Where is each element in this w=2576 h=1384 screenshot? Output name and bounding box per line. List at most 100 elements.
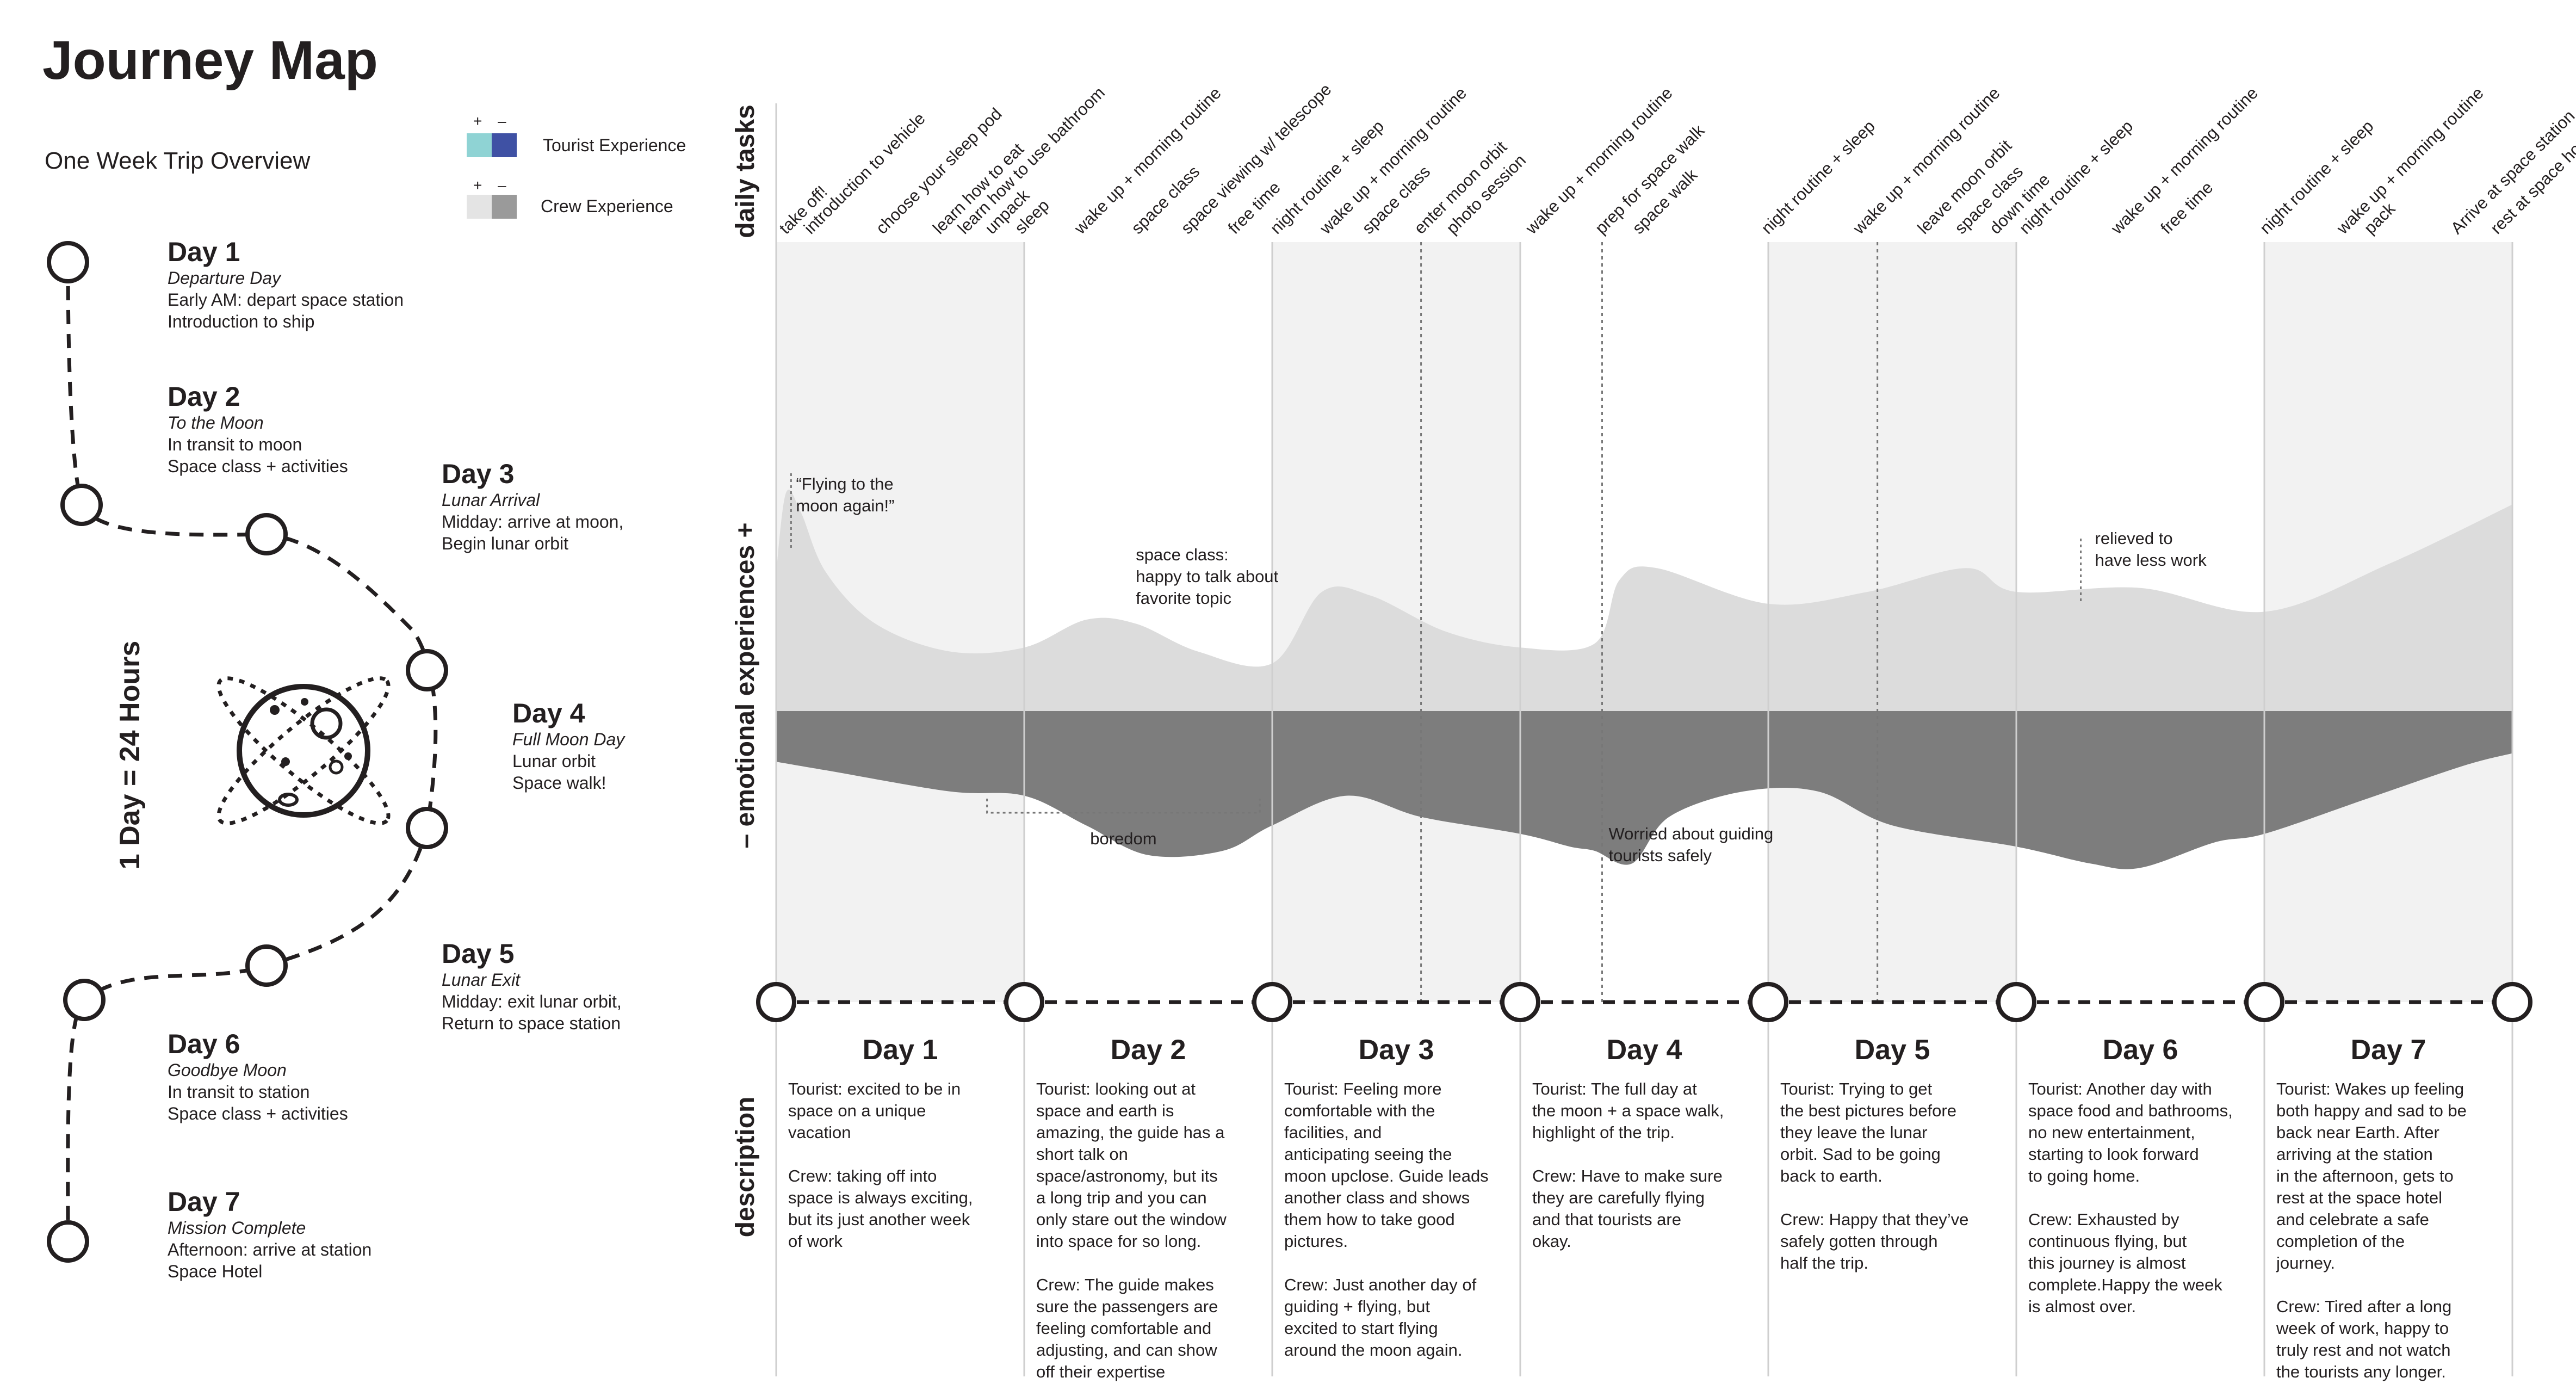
timeline-day-line: In transit to moon <box>168 435 302 454</box>
timeline-day-3: Day 3 Lunar Arrival Midday: arrive at mo… <box>442 459 623 553</box>
legend-minus-sign: – <box>498 177 506 194</box>
emotion-chart <box>776 489 2512 869</box>
description-day-title: Day 7 <box>2351 1034 2426 1066</box>
legend: + – Tourist Experience + – Crew Experien… <box>467 113 686 219</box>
legend-tourist-label: Tourist Experience <box>543 135 686 155</box>
timeline-day-line: Midday: arrive at moon, <box>442 512 623 532</box>
daily-task-label: introduction to vehicle <box>800 109 929 238</box>
description-body: Tourist: Feeling more comfortable with th… <box>1284 1079 1489 1360</box>
timeline-day-line: Early AM: depart space station <box>168 290 404 310</box>
annotation-worried: Worried about guiding tourists safely <box>1608 824 1773 865</box>
timeline-day-line: Space walk! <box>512 773 606 793</box>
timeline-day-title: Day 3 <box>442 459 514 489</box>
timeline-node-day2 <box>60 484 103 526</box>
timeline-day-line: In transit to station <box>168 1082 309 1102</box>
day-axis-node <box>1252 982 1292 1022</box>
timeline-day-line: Space class + activities <box>168 1104 348 1123</box>
timeline-day-line: Lunar orbit <box>512 751 596 771</box>
timeline-day-line: Begin lunar orbit <box>442 534 568 553</box>
timeline-day-name: Full Moon Day <box>512 730 626 749</box>
timeline-node-day5 <box>406 807 448 849</box>
annotation-boredom: boredom <box>1090 829 1156 848</box>
chart-gridlines <box>775 103 2513 1376</box>
timeline-day-6: Day 6 Goodbye Moon In transit to station… <box>168 1029 348 1123</box>
description-day-title: Day 5 <box>1855 1034 1930 1066</box>
description-body: Tourist: The full day at the moon + a spa… <box>1532 1079 1724 1251</box>
day-axis-node <box>1748 982 1788 1022</box>
chart-annotations: “Flying to the moon again!” space class: ha… <box>790 473 2207 865</box>
moon-orbit-icon <box>216 676 391 825</box>
annotation-flying-to-moon: “Flying to the moon again!” <box>796 474 894 515</box>
timeline-day-title: Day 2 <box>168 381 240 412</box>
page-title: Journey Map <box>42 30 378 91</box>
day-column-background <box>1024 242 1272 1002</box>
description-body: Tourist: Trying to get the best pictures … <box>1780 1079 1968 1272</box>
timeline-node-day3 <box>245 513 288 555</box>
legend-crew-minus-swatch <box>492 195 517 219</box>
row-label-emotions: – emotional experiences + <box>731 523 760 849</box>
timeline-day-name: To the Moon <box>168 413 264 432</box>
day-axis-node <box>2244 982 2284 1022</box>
description-day-title: Day 4 <box>1607 1034 1682 1066</box>
legend-tourist-minus-swatch <box>492 133 517 157</box>
description-day-title: Day 3 <box>1359 1034 1434 1066</box>
timeline-day-title: Day 7 <box>168 1187 240 1217</box>
timeline-node-day6b <box>63 979 106 1021</box>
timeline-day-line: Introduction to ship <box>168 312 314 331</box>
row-label-description: description <box>731 1097 760 1238</box>
day-timeline-axis <box>756 982 2532 1022</box>
day-axis-node <box>1500 982 1540 1022</box>
day-axis-node <box>1004 982 1044 1022</box>
row-label-tasks: daily tasks <box>731 104 760 238</box>
description-day-title: Day 2 <box>1111 1034 1186 1066</box>
description-day-title: Day 6 <box>2103 1034 2178 1066</box>
timeline-node-day6 <box>245 944 288 987</box>
legend-crew-label: Crew Experience <box>541 196 673 216</box>
timeline-day-name: Mission Complete <box>168 1218 306 1238</box>
timeline-day-line: Space Hotel <box>168 1262 262 1281</box>
timeline-day-4: Day 4 Full Moon Day Lunar orbit Space wa… <box>512 698 626 793</box>
timeline-node-day4 <box>406 649 448 691</box>
legend-tourist-plus-swatch <box>467 133 492 157</box>
legend-plus-sign: + <box>473 113 482 129</box>
timeline-day-name: Lunar Exit <box>442 970 521 990</box>
day-axis-node <box>1996 982 2036 1022</box>
crew-experience-area <box>776 724 2512 869</box>
timeline-day-line: Space class + activities <box>168 456 348 476</box>
page-subtitle: One Week Trip Overview <box>45 147 310 174</box>
timeline-day-line: Afternoon: arrive at station <box>168 1240 371 1259</box>
timeline-day-title: Day 1 <box>168 237 240 267</box>
timeline-day-1: Day 1 Departure Day Early AM: depart spa… <box>168 237 404 331</box>
timeline-day-title: Day 5 <box>442 938 514 969</box>
neutral-band <box>776 711 2512 724</box>
timeline-node-day1 <box>47 241 89 283</box>
timeline-day-line: Midday: exit lunar orbit, <box>442 992 622 1011</box>
annotation-bracket <box>986 799 1261 814</box>
timeline-node-day7 <box>47 1220 89 1263</box>
timeline-nodes <box>47 241 448 1263</box>
legend-minus-sign: – <box>498 113 506 129</box>
timeline-day-title: Day 4 <box>512 698 585 728</box>
timeline-day-name: Departure Day <box>168 268 282 288</box>
legend-plus-sign: + <box>473 177 482 194</box>
day-axis-node <box>2492 982 2532 1022</box>
annotation-relieved: relieved to have less work <box>2095 529 2207 570</box>
day-descriptions: Day 1 Tourist: excited to be in space on a… <box>788 1034 2467 1384</box>
timeline-day-7: Day 7 Mission Complete Afternoon: arrive… <box>168 1187 371 1281</box>
timeline-day-name: Goodbye Moon <box>168 1060 287 1080</box>
timeline-day-line: Return to space station <box>442 1014 621 1033</box>
description-body: Tourist: Another day with space food and … <box>2028 1079 2233 1316</box>
timeline-day-2: Day 2 To the Moon In transit to moon Spa… <box>168 381 348 476</box>
description-body: Tourist: looking out at space and earth i… <box>1036 1079 1227 1384</box>
description-body: Tourist: excited to be in space on a uniq… <box>788 1079 973 1251</box>
scale-label: 1 Day = 24 Hours <box>114 641 146 870</box>
description-day-title: Day 1 <box>863 1034 938 1066</box>
legend-crew-plus-swatch <box>467 195 492 219</box>
description-body: Tourist: Wakes up feeling both happy and … <box>2276 1079 2467 1381</box>
timeline-day-name: Lunar Arrival <box>442 490 540 510</box>
annotation-space-class: space class: happy to talk about favorite … <box>1136 545 1278 608</box>
tourist-experience-area <box>776 489 2512 711</box>
timeline-day-title: Day 6 <box>168 1029 240 1059</box>
